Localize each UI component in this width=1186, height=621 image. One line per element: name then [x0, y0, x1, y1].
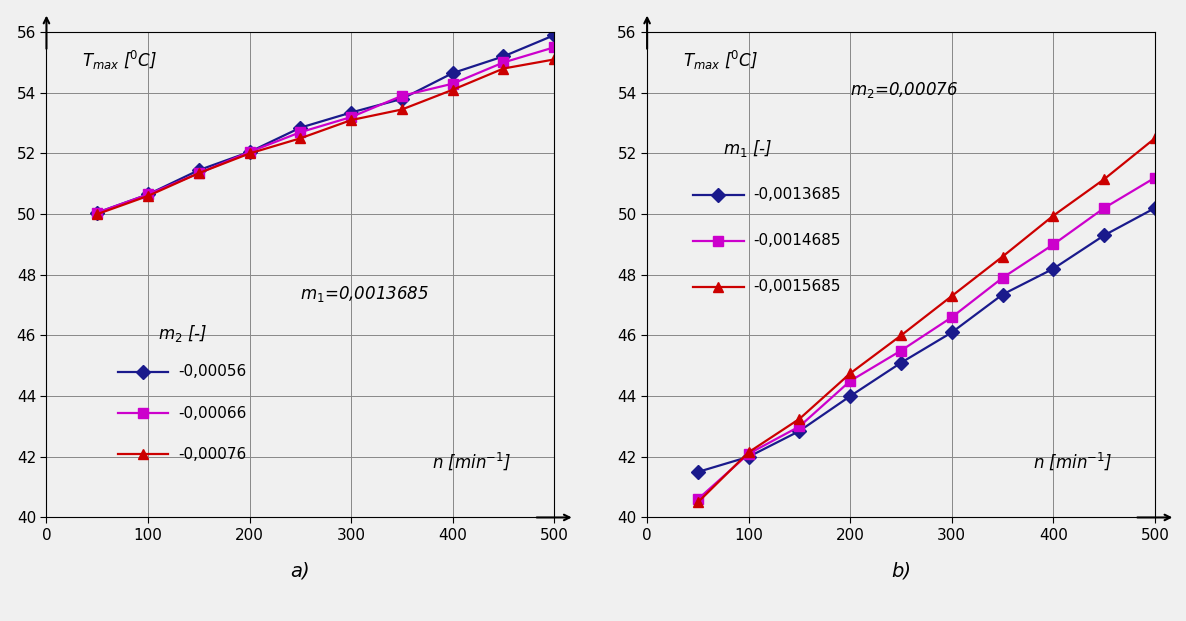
Text: -0,0014685: -0,0014685: [754, 233, 841, 248]
Text: $n$ [min$^{-1}$]: $n$ [min$^{-1}$]: [433, 451, 511, 473]
Text: b): b): [891, 561, 911, 580]
Text: -0,00066: -0,00066: [178, 406, 247, 420]
Text: $T_{max}$ [$^0$C]: $T_{max}$ [$^0$C]: [683, 49, 758, 72]
Text: $m_2$=0,00076: $m_2$=0,00076: [850, 80, 958, 101]
Text: -0,00076: -0,00076: [178, 447, 247, 462]
Text: $m_1$=0,0013685: $m_1$=0,0013685: [300, 284, 429, 304]
Text: -0,0013685: -0,0013685: [754, 187, 841, 202]
Text: $m_1$ [-]: $m_1$ [-]: [723, 138, 773, 159]
Text: -0,0015685: -0,0015685: [754, 279, 841, 294]
Text: $m_2$ [-]: $m_2$ [-]: [158, 322, 208, 343]
Text: a): a): [291, 561, 311, 580]
Text: $T_{max}$ [$^0$C]: $T_{max}$ [$^0$C]: [82, 49, 158, 72]
Text: -0,00056: -0,00056: [178, 365, 247, 379]
Text: $n$ [min$^{-1}$]: $n$ [min$^{-1}$]: [1033, 451, 1112, 473]
